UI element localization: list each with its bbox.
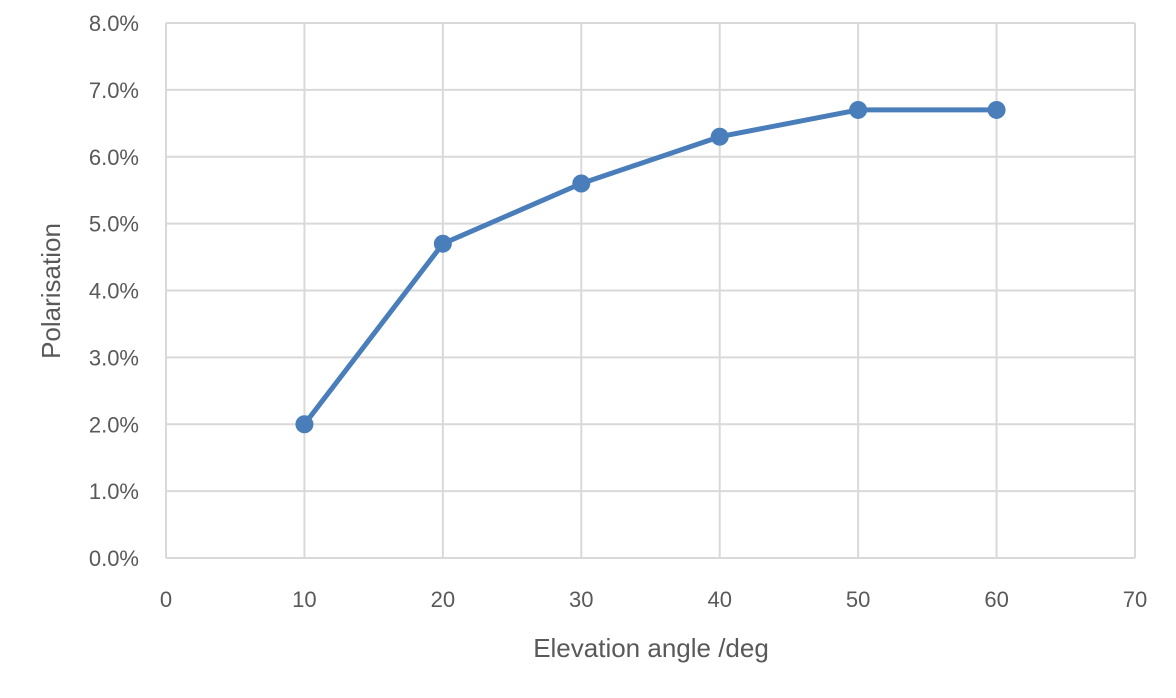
data-point <box>295 415 314 434</box>
x-axis-title: Elevation angle /deg <box>533 633 769 663</box>
gridlines <box>166 22 1136 558</box>
y-tick-label: 2.0% <box>89 412 139 437</box>
x-tick-label: 0 <box>160 587 172 612</box>
x-tick-label: 60 <box>984 587 1008 612</box>
series-polarisation <box>295 100 1006 434</box>
data-point <box>849 100 868 119</box>
y-tick-label: 1.0% <box>89 479 139 504</box>
y-tick-label: 8.0% <box>89 11 139 36</box>
y-tick-label: 4.0% <box>89 279 139 304</box>
x-tick-label: 10 <box>292 587 316 612</box>
axes <box>165 23 1135 559</box>
y-axis-title: Polarisation <box>36 223 66 359</box>
y-tick-label: 3.0% <box>89 345 139 370</box>
y-tick-label: 0.0% <box>89 546 139 571</box>
data-point <box>433 234 452 253</box>
data-point <box>572 174 591 193</box>
x-tick-label: 50 <box>846 587 870 612</box>
x-tick-label: 30 <box>569 587 593 612</box>
y-tick-label: 5.0% <box>89 212 139 237</box>
series-line <box>301 107 1000 427</box>
data-point <box>710 127 729 146</box>
y-tick-labels: 0.0% 1.0% 2.0% 3.0% 4.0% 5.0% 6.0% 7.0% 8.0% <box>89 11 139 571</box>
x-tick-labels: 0 10 20 30 40 50 60 70 <box>160 587 1147 612</box>
y-tick-label: 7.0% <box>89 78 139 103</box>
x-tick-label: 40 <box>707 587 731 612</box>
data-point <box>987 100 1006 119</box>
x-tick-label: 70 <box>1123 587 1147 612</box>
y-tick-label: 6.0% <box>89 145 139 170</box>
x-tick-label: 20 <box>431 587 455 612</box>
